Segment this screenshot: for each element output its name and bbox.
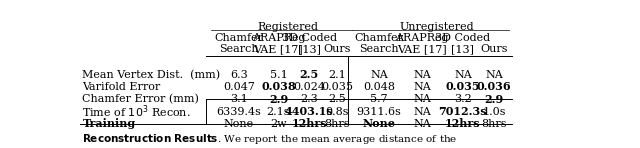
Text: Search: Search [219, 44, 259, 54]
Text: 2.9: 2.9 [269, 94, 288, 105]
Text: Ours: Ours [481, 44, 508, 54]
Text: 2w: 2w [270, 119, 287, 129]
Text: [13]: [13] [451, 44, 474, 54]
Text: NA: NA [413, 70, 431, 80]
Text: 0.024: 0.024 [293, 82, 325, 92]
Text: 2.3: 2.3 [300, 94, 318, 104]
Text: 0.035: 0.035 [321, 82, 353, 92]
Text: 6.3: 6.3 [230, 70, 248, 80]
Text: Ours: Ours [323, 44, 351, 54]
Text: ARAPReg: ARAPReg [252, 33, 305, 43]
Text: Chamfer: Chamfer [355, 33, 404, 43]
Text: 3.2: 3.2 [454, 94, 472, 104]
Text: NA: NA [485, 70, 503, 80]
Text: 3D Coded: 3D Coded [435, 33, 490, 43]
Text: VAE [17]: VAE [17] [253, 44, 303, 54]
Text: 0.048: 0.048 [363, 82, 395, 92]
Text: None: None [223, 119, 254, 129]
Text: 0.047: 0.047 [223, 82, 255, 92]
Text: Unregistered: Unregistered [399, 22, 474, 32]
Text: [13]: [13] [298, 44, 321, 54]
Text: 8hrs: 8hrs [481, 119, 507, 129]
Text: $\mathbf{Reconstruction\ Results}$. We report the mean average distance of the: $\mathbf{Reconstruction\ Results}$. We r… [83, 132, 458, 146]
Text: ARAPReg: ARAPReg [396, 33, 449, 43]
Text: 2.5: 2.5 [300, 69, 319, 80]
Text: 5.7: 5.7 [371, 94, 388, 104]
Text: Time of $10^3$ Recon.: Time of $10^3$ Recon. [83, 103, 191, 120]
Text: NA: NA [370, 70, 388, 80]
Text: Chamfer Error (mm): Chamfer Error (mm) [83, 94, 199, 104]
Text: VAE [17]: VAE [17] [397, 44, 447, 54]
Text: 2.9: 2.9 [484, 94, 504, 105]
Text: 9311.6s: 9311.6s [356, 107, 401, 116]
Text: 12hrs: 12hrs [445, 118, 481, 129]
Text: NA: NA [413, 119, 431, 129]
Text: 2.5: 2.5 [328, 94, 346, 104]
Text: 7012.3s: 7012.3s [438, 106, 487, 117]
Text: 0.038: 0.038 [261, 81, 296, 92]
Text: Chamfer: Chamfer [214, 33, 263, 43]
Text: 3.1: 3.1 [230, 94, 248, 104]
Text: Training: Training [83, 118, 136, 129]
Text: Registered: Registered [257, 22, 318, 32]
Text: 12hrs: 12hrs [291, 118, 327, 129]
Text: 2.1s: 2.1s [267, 107, 290, 116]
Text: 6339.4s: 6339.4s [216, 107, 261, 116]
Text: NA: NA [413, 107, 431, 116]
Text: 1.0s: 1.0s [483, 107, 506, 116]
Text: 0.8s: 0.8s [325, 107, 349, 116]
Text: Search: Search [359, 44, 399, 54]
Text: None: None [363, 118, 396, 129]
Text: 4403.1s: 4403.1s [285, 106, 333, 117]
Text: Mean Vertex Dist.  (mm): Mean Vertex Dist. (mm) [83, 69, 221, 80]
Text: NA: NA [413, 94, 431, 104]
Text: 0.035: 0.035 [445, 81, 480, 92]
Text: 3D Coded: 3D Coded [282, 33, 337, 43]
Text: 8hrs: 8hrs [324, 119, 349, 129]
Text: 2.1: 2.1 [328, 70, 346, 80]
Text: 0.036: 0.036 [477, 81, 511, 92]
Text: NA: NA [454, 70, 472, 80]
Text: NA: NA [413, 82, 431, 92]
Text: 5.1: 5.1 [269, 70, 287, 80]
Text: Varifold Error: Varifold Error [83, 82, 161, 92]
